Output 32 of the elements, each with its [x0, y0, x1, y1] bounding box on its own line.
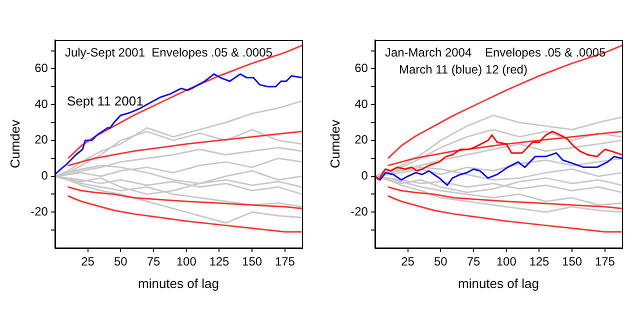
x-tick-label: 50 [114, 254, 128, 269]
y-tick-label: 20 [34, 132, 48, 147]
x-tick-label: 75 [146, 254, 160, 269]
x-tick-label: 50 [434, 254, 448, 269]
x-tick-label: 125 [209, 254, 230, 269]
y-tick-label: 0 [361, 168, 368, 183]
x-tick-label: 25 [401, 254, 415, 269]
x-axis-title: minutes of lag [458, 276, 539, 291]
y-tick-label: -20 [30, 204, 48, 218]
y-tick-label: 20 [354, 132, 368, 147]
y-tick-label: 60 [354, 61, 368, 75]
annotation: Jan-March 2004 Envelopes .05 & .0005 [384, 45, 606, 60]
x-tick-label: 100 [176, 254, 197, 269]
y-tick-label: 40 [354, 96, 368, 111]
x-tick-label: 175 [594, 254, 616, 269]
annotation: July-Sept 2001 Envelopes .05 & .0005 [64, 45, 273, 60]
y-tick-label: -20 [350, 204, 368, 218]
x-tick-label: 75 [466, 254, 480, 269]
series-label: Sept 11 2001 [66, 93, 144, 108]
y-tick-label: 0 [41, 168, 48, 183]
annotation: March 11 (blue) 12 (red) [398, 62, 528, 76]
x-tick-label: 150 [562, 254, 582, 269]
x-axis-title: minutes of lag [138, 276, 219, 291]
x-tick-label: 125 [529, 254, 550, 269]
x-tick-label: 150 [242, 254, 262, 269]
x-tick-label: 100 [496, 254, 517, 269]
y-axis-title: Cumdev [7, 119, 22, 168]
x-tick-label: 25 [81, 254, 95, 269]
y-tick-label: 40 [34, 96, 48, 111]
x-tick-label: 175 [274, 254, 296, 269]
y-tick-label: 60 [34, 61, 48, 75]
y-axis-title: Cumdev [327, 119, 342, 168]
